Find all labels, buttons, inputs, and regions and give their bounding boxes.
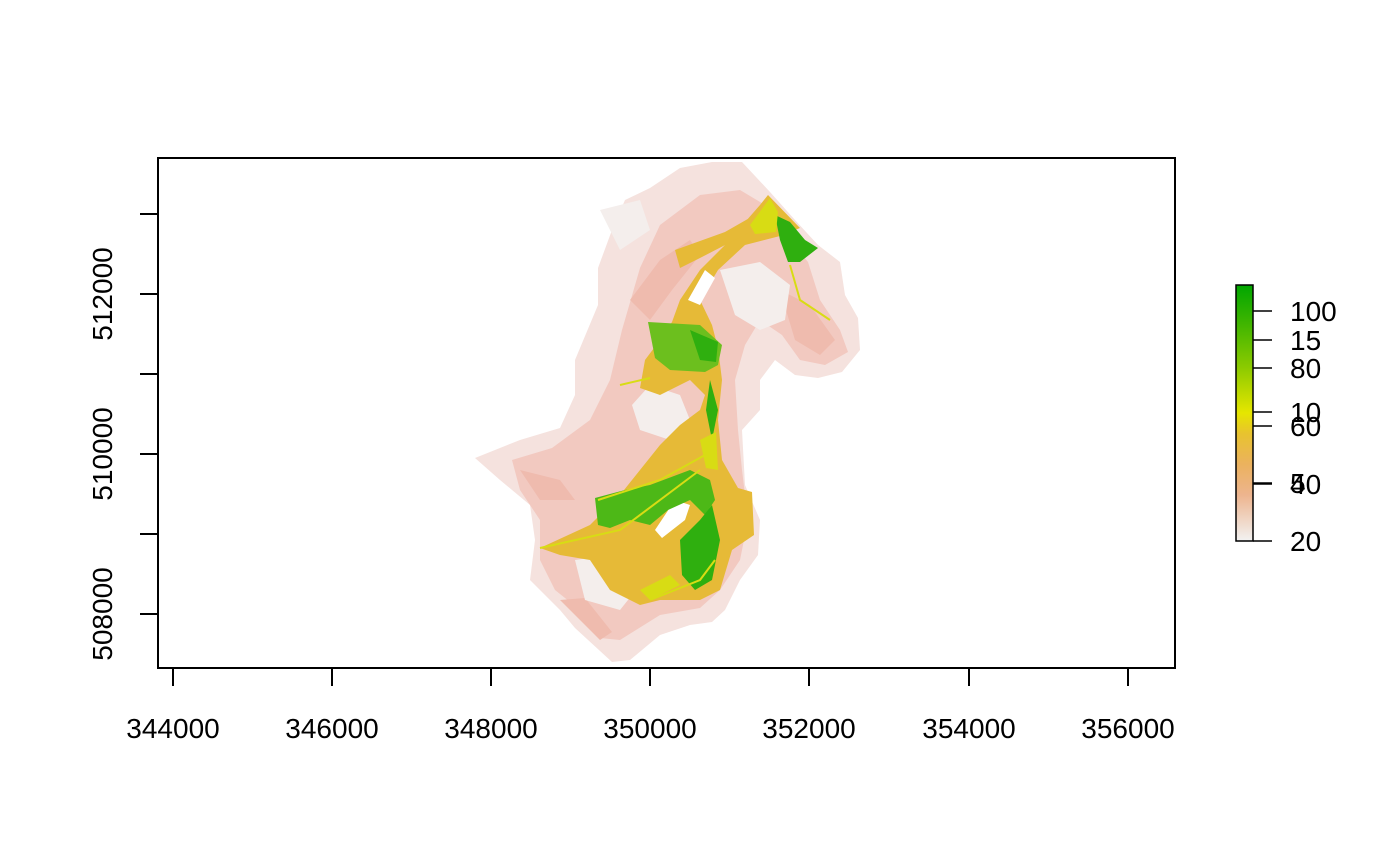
legend-tick-10: 10 (1253, 397, 1321, 428)
raster-pale-patch (575, 200, 790, 610)
x-tick-3: 350000 (603, 668, 697, 744)
legend-colorbar-bar (1235, 284, 1254, 542)
legend-tick-label: 100 (1290, 296, 1337, 327)
x-tick-2: 348000 (444, 668, 538, 744)
legend-tick-5: 5 (1253, 468, 1306, 499)
raster-forest-lower (595, 470, 715, 528)
legend-tick-100: 100 (1253, 296, 1337, 327)
y-tick-label: 510000 (87, 407, 118, 500)
legend-colorbar: 100 15 80 10 60 5 40 20 (1235, 284, 1337, 557)
x-tick-0: 344000 (126, 668, 220, 744)
x-tick-label: 356000 (1081, 713, 1174, 744)
x-tick-label: 344000 (126, 713, 219, 744)
x-axis: 344000 346000 348000 350000 352000 35400… (126, 667, 1175, 744)
raster-forest-lower-dark (680, 505, 720, 590)
x-tick-label: 350000 (603, 713, 696, 744)
legend-tick-label: 40 (1290, 469, 1321, 500)
legend-tick-20: 20 (1253, 526, 1321, 557)
raster-corridor (540, 195, 800, 605)
legend-tick-80: 80 (1253, 353, 1321, 384)
raster-forest-ne (775, 215, 818, 262)
raster-layer (475, 162, 860, 662)
x-tick-4: 352000 (762, 668, 856, 744)
x-tick-5: 354000 (922, 668, 1016, 744)
legend-tick-label: 20 (1290, 526, 1321, 557)
legend-tick-label: 80 (1290, 353, 1321, 384)
y-tick-label: 508000 (87, 567, 118, 660)
x-tick-label: 354000 (922, 713, 1015, 744)
raster-forest-upper-dark (690, 330, 718, 440)
y-axis: 508000 510000 512000 (87, 213, 159, 661)
y-tick-label: 512000 (87, 247, 118, 340)
x-tick-1: 346000 (285, 668, 379, 744)
x-tick-label: 348000 (444, 713, 537, 744)
legend-tick-60: 60 (1253, 411, 1321, 442)
x-tick-label: 352000 (762, 713, 855, 744)
raster-stream (539, 264, 831, 601)
x-tick-6: 356000 (1081, 668, 1175, 744)
legend-tick-label: 60 (1290, 411, 1321, 442)
legend-tick-40: 40 (1253, 469, 1321, 500)
legend-tick-label: 15 (1290, 325, 1321, 356)
legend-tick-15: 15 (1253, 325, 1321, 356)
x-tick-label: 346000 (285, 713, 378, 744)
legend-tick-label: 10 (1290, 397, 1321, 428)
raster-corridor-arm (675, 212, 760, 268)
legend-tick-label: 5 (1290, 468, 1306, 499)
